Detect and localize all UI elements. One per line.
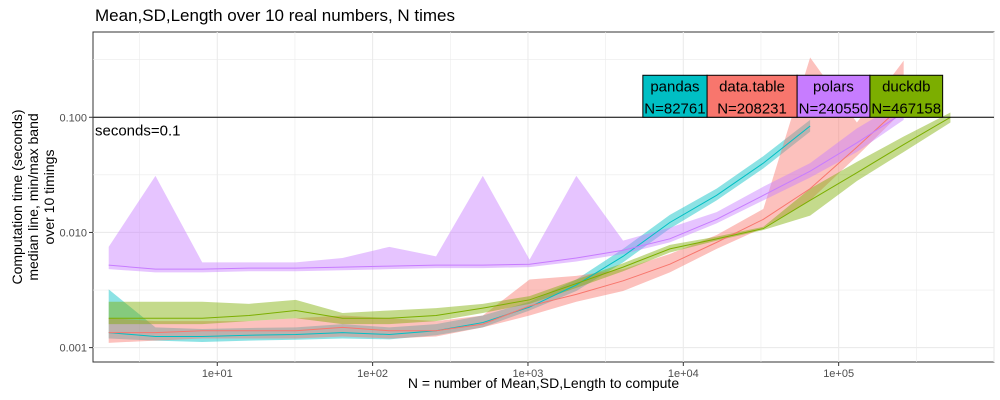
x-axis: 1e+01 1e+02 1e+03 1e+04 1e+05: [202, 362, 854, 380]
label-box-count: N=240550: [799, 100, 869, 117]
band-duckdb: [108, 112, 951, 325]
label-box-bg: [869, 74, 944, 118]
y-tick-label: 0.001: [59, 343, 87, 355]
label-box-name: data.table: [719, 78, 785, 95]
x-tick-label: 1e+02: [357, 368, 388, 380]
label-box-count: N=467158: [871, 100, 941, 117]
median-line-polars: [108, 112, 904, 270]
x-axis-title: N = number of Mean,SD,Length to compute: [408, 375, 679, 391]
label-box-bg: [706, 74, 798, 118]
median-line-data-table: [108, 103, 905, 334]
band-polars: [108, 100, 904, 273]
label-box-bg: [642, 74, 708, 118]
label-box-name: polars: [813, 78, 854, 95]
reference-line-label: seconds=0.1: [95, 122, 180, 139]
label-box-count: N=82761: [644, 100, 705, 117]
x-tick-label: 1e+03: [513, 368, 544, 380]
x-tick-label: 1e+05: [823, 368, 854, 380]
y-tick-label: 0.010: [59, 227, 87, 239]
y-axis: 0.001 0.010 0.100: [59, 112, 93, 355]
label-box-pandas: pandas N=82761: [642, 74, 708, 118]
y-axis-title-line: median line, min/max band: [25, 113, 41, 280]
y-axis-title-line: over 10 timings: [41, 150, 57, 245]
y-axis-title-line: Computation time (seconds): [9, 109, 25, 284]
axis-titles: N = number of Mean,SD,Length to compute C…: [9, 109, 679, 391]
label-box-duckdb: duckdb N=467158: [869, 74, 944, 118]
label-box-bg: [796, 74, 871, 118]
label-box-data-table: data.table N=208231: [706, 74, 798, 118]
chart-title: Mean,SD,Length over 10 real numbers, N t…: [95, 6, 456, 25]
median-lines: [108, 103, 951, 337]
x-tick-label: 1e+01: [202, 368, 233, 380]
label-box-count: N=208231: [717, 100, 787, 117]
label-box-polars: polars N=240550: [796, 74, 871, 118]
median-line-pandas: [108, 125, 811, 337]
label-box-name: duckdb: [882, 78, 930, 95]
median-line-duckdb: [108, 116, 951, 319]
series-label-boxes: duckdb N=467158 polars N=240550 data.table N=…: [642, 74, 944, 118]
x-tick-label: 1e+04: [668, 368, 699, 380]
y-tick-label: 0.100: [59, 112, 87, 124]
label-box-name: pandas: [650, 78, 699, 95]
